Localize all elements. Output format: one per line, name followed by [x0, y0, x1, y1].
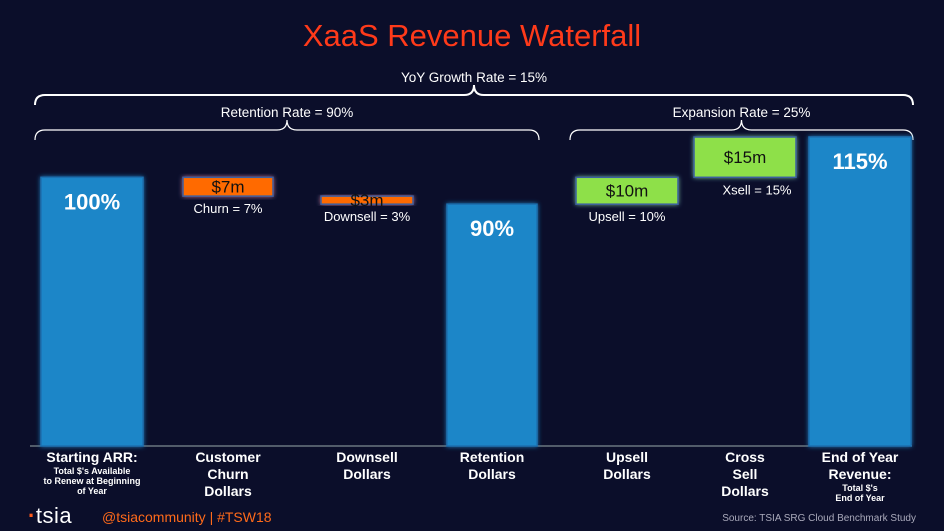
bar-0 — [40, 176, 144, 447]
social-handle: @tsiacommunity | #TSW18 — [102, 509, 272, 525]
category-sublabel-0-1: to Renew at Beginning — [43, 476, 140, 486]
bracket-label-2: Expansion Rate = 25% — [673, 105, 811, 120]
category-label-4-1: Dollars — [603, 466, 651, 482]
category-sublabel-0-2: of Year — [77, 486, 107, 496]
bar-6 — [808, 136, 912, 447]
bracket-2 — [569, 119, 914, 141]
category-sublabel-0-0: Total $'s Available — [54, 466, 131, 476]
category-sublabel-6-1: End of Year — [835, 493, 885, 503]
category-label-5-2: Dollars — [721, 483, 769, 499]
bar-3 — [446, 203, 538, 447]
bar-note-2: Downsell = 3% — [324, 209, 411, 224]
category-label-2-1: Dollars — [343, 466, 391, 482]
source-note: Source: TSIA SRG Cloud Benchmark Study — [722, 513, 916, 524]
waterfall-chart: YoY Growth Rate = 15% Retention Rate = 90… — [30, 70, 914, 503]
category-label-5-0: Cross — [725, 449, 765, 465]
bar-4 — [575, 176, 679, 205]
category-label-1-0: Customer — [195, 449, 261, 465]
footer: ·tsia @tsiacommunity | #TSW18 Source: TS… — [0, 503, 944, 531]
bar-note-4: Upsell = 10% — [589, 209, 666, 224]
bar-note-5: Xsell = 15% — [722, 182, 791, 197]
category-label-1-1: Churn — [207, 466, 248, 482]
bar-value-label-2: $3m — [350, 191, 383, 210]
chart-title: XaaS Revenue Waterfall — [302, 18, 642, 53]
category-label-2-0: Downsell — [336, 449, 397, 465]
bar-value-label-3: 90% — [470, 216, 514, 241]
bar-value-label-0: 100% — [64, 189, 120, 214]
bar-value-label-5: $15m — [724, 148, 767, 167]
bar-value-label-4: $10m — [606, 182, 649, 201]
category-label-3-1: Dollars — [468, 466, 516, 482]
category-label-6-0: End of Year — [822, 449, 899, 465]
bar-value-label-1: $7m — [211, 178, 244, 197]
category-label-0-0: Starting ARR: — [46, 449, 137, 465]
bar-1 — [182, 176, 274, 197]
category-sublabel-6-0: Total $'s — [842, 483, 877, 493]
bar-5 — [693, 136, 797, 179]
category-label-1-2: Dollars — [204, 483, 252, 499]
category-label-4-0: Upsell — [606, 449, 648, 465]
bar-value-label-6: 115% — [832, 149, 887, 174]
bracket-0 — [34, 84, 914, 106]
bracket-1 — [34, 119, 540, 141]
bar-note-1: Churn = 7% — [193, 201, 262, 216]
tsia-logo: ·tsia — [28, 503, 73, 528]
bar-2 — [320, 195, 414, 205]
category-label-6-1: Revenue: — [828, 466, 891, 482]
category-label-3-0: Retention — [460, 449, 525, 465]
bracket-label-0: YoY Growth Rate = 15% — [401, 70, 547, 85]
category-label-5-1: Sell — [733, 466, 758, 482]
bracket-label-1: Retention Rate = 90% — [221, 105, 353, 120]
